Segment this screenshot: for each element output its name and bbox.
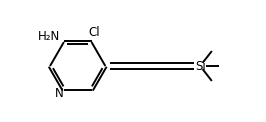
Text: Cl: Cl	[89, 25, 101, 39]
Text: Si: Si	[195, 60, 206, 72]
Text: H₂N: H₂N	[38, 30, 60, 43]
Text: N: N	[55, 87, 64, 100]
